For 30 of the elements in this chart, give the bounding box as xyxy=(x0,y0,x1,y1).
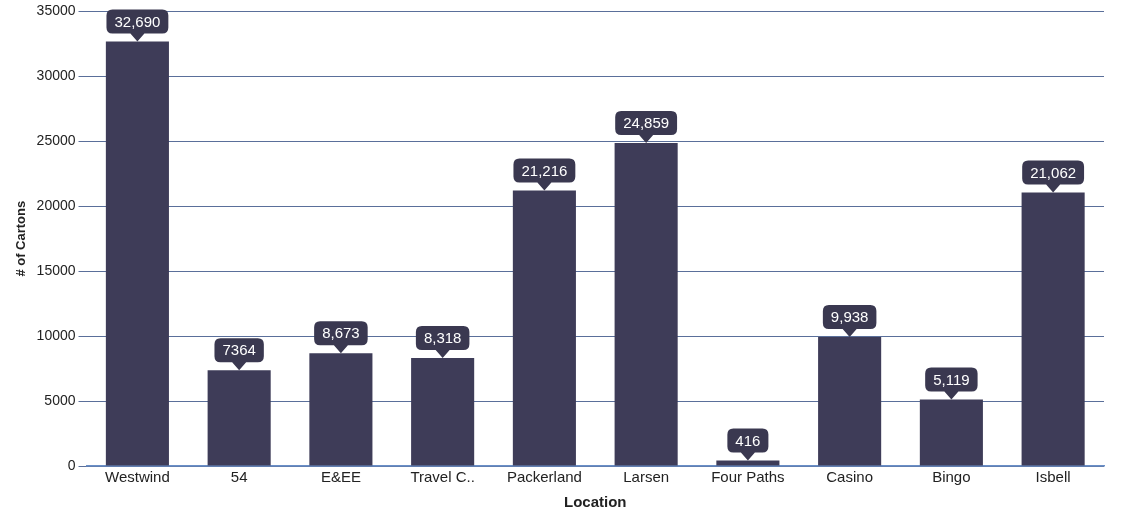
x-tick-label: Isbell xyxy=(1035,468,1071,486)
y-tick-label: 0 xyxy=(67,456,76,473)
x-tick-label: Larsen xyxy=(623,468,670,486)
x-tick-label: E&EE xyxy=(320,468,361,486)
data-label: 8,318 xyxy=(423,329,462,347)
y-tick-label: 5000 xyxy=(44,391,76,408)
data-label: 5,119 xyxy=(933,370,970,388)
x-tick-label: 54 xyxy=(230,468,248,486)
x-tick-label: Bingo xyxy=(932,468,971,486)
data-label: 9,938 xyxy=(830,308,869,326)
x-tick-label: Westwind xyxy=(105,468,170,486)
data-label: 21,216 xyxy=(521,161,568,179)
data-label: 21,062 xyxy=(1030,163,1077,181)
x-tick-label: Four Paths xyxy=(711,468,785,486)
data-label: 416 xyxy=(735,431,761,449)
y-tick-label: 35000 xyxy=(36,2,76,19)
y-tick-label: 10000 xyxy=(36,326,76,343)
data-label: 7364 xyxy=(222,341,256,359)
y-axis-title: # of Cartons xyxy=(13,200,29,277)
x-axis-title: Location xyxy=(564,493,627,511)
y-tick-label: 20000 xyxy=(36,197,76,214)
y-tick-label: 15000 xyxy=(36,262,76,279)
x-tick-label: Casino xyxy=(826,468,873,486)
y-tick-label: 30000 xyxy=(36,67,76,84)
x-tick-label: Travel C.. xyxy=(410,468,475,486)
y-tick-label: 25000 xyxy=(36,132,76,149)
data-label: 32,690 xyxy=(114,12,161,30)
data-label: 24,859 xyxy=(623,114,670,132)
x-tick-label: Packerland xyxy=(506,468,582,486)
data-label: 8,673 xyxy=(322,324,360,342)
